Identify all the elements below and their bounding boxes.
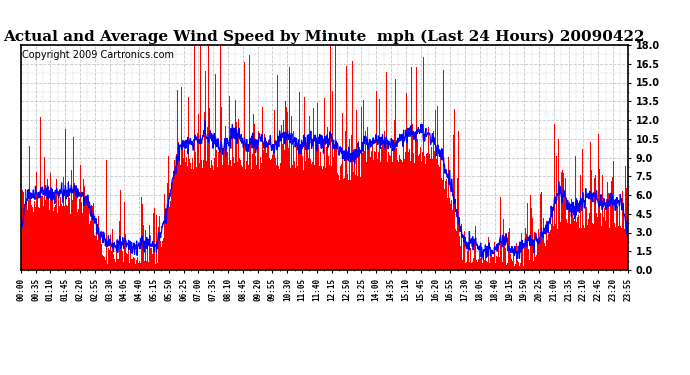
Text: Copyright 2009 Cartronics.com: Copyright 2009 Cartronics.com bbox=[22, 50, 174, 60]
Title: Actual and Average Wind Speed by Minute  mph (Last 24 Hours) 20090422: Actual and Average Wind Speed by Minute … bbox=[3, 30, 645, 44]
